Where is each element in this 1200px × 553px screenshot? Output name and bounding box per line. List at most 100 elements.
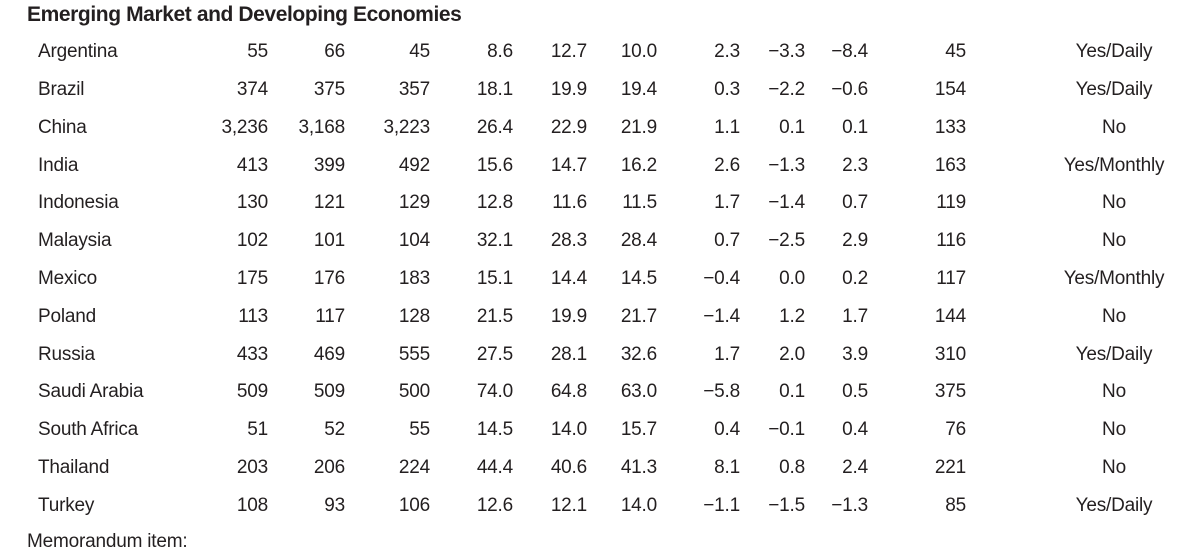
- value-cell: 509: [313, 381, 345, 403]
- value-cell: 0.1: [779, 116, 805, 138]
- value-cell: 2.3: [714, 41, 740, 63]
- country-cell: Argentina: [38, 41, 118, 63]
- value-cell: 104: [398, 230, 430, 252]
- value-cell: 224: [398, 456, 430, 478]
- value-cell: −0.1: [768, 419, 805, 441]
- country-cell: Poland: [38, 305, 96, 327]
- value-cell: 8.1: [714, 456, 740, 478]
- value-cell: 492: [398, 154, 430, 176]
- table-body: Argentina 55 66 45 8.6 12.7 10.0 2.3 −3.3 −8.4 45 Y…: [0, 33, 1200, 524]
- country-cell: Turkey: [38, 494, 95, 516]
- value-cell: 0.8: [779, 456, 805, 478]
- value-cell: 175: [236, 267, 268, 289]
- value-cell: 55: [409, 419, 430, 441]
- value-cell: 221: [934, 456, 966, 478]
- value-cell: 2.4: [842, 456, 868, 478]
- value-cell: 1.7: [714, 343, 740, 365]
- country-cell: Indonesia: [38, 192, 119, 214]
- value-cell: 183: [398, 267, 430, 289]
- value-cell: 32.1: [476, 230, 513, 252]
- table-row: Turkey 108 93 106 12.6 12.1 14.0 −1.1 −1.5 −1.3 85…: [0, 486, 1200, 524]
- table-row: Poland 113 117 128 21.5 19.9 21.7 −1.4 1.2 1.7 144…: [0, 297, 1200, 335]
- value-cell: −8.4: [831, 41, 868, 63]
- value-cell: 15.6: [476, 154, 513, 176]
- country-cell: Saudi Arabia: [38, 381, 144, 403]
- table-row: Russia 433 469 555 27.5 28.1 32.6 1.7 2.0 3.9 310 Y…: [0, 335, 1200, 373]
- section-title: Emerging Market and Developing Economies: [27, 3, 462, 26]
- value-cell: 2.6: [714, 154, 740, 176]
- value-cell: 0.2: [842, 267, 868, 289]
- value-cell: 144: [934, 305, 966, 327]
- value-cell: 14.0: [550, 419, 587, 441]
- country-cell: South Africa: [38, 419, 139, 441]
- value-cell: 19.4: [620, 79, 657, 101]
- value-cell: 41.3: [620, 456, 657, 478]
- table-row: Malaysia 102 101 104 32.1 28.3 28.4 0.7 −2.5 2.9 1…: [0, 222, 1200, 260]
- value-cell: 500: [398, 381, 430, 403]
- policy-cell: No: [1102, 116, 1126, 138]
- policy-cell: No: [1102, 305, 1126, 327]
- value-cell: −2.2: [768, 79, 805, 101]
- value-cell: 51: [247, 419, 268, 441]
- value-cell: −5.8: [703, 381, 740, 403]
- table-row: India 413 399 492 15.6 14.7 16.2 2.6 −1.3 2.3 163 Y…: [0, 146, 1200, 184]
- value-cell: 21.5: [476, 305, 513, 327]
- value-cell: 399: [313, 154, 345, 176]
- value-cell: 0.3: [714, 79, 740, 101]
- value-cell: 45: [945, 41, 966, 63]
- value-cell: 3.9: [842, 343, 868, 365]
- value-cell: 26.4: [476, 116, 513, 138]
- value-cell: 116: [936, 230, 966, 252]
- value-cell: 509: [236, 381, 268, 403]
- value-cell: 3,223: [383, 116, 430, 138]
- value-cell: 12.6: [476, 494, 513, 516]
- value-cell: 117: [315, 305, 345, 327]
- value-cell: 1.1: [714, 116, 740, 138]
- country-cell: Brazil: [38, 79, 85, 101]
- value-cell: 130: [236, 192, 268, 214]
- value-cell: 21.9: [620, 116, 657, 138]
- value-cell: 1.7: [842, 305, 868, 327]
- policy-cell: No: [1102, 419, 1126, 441]
- value-cell: −1.3: [831, 494, 868, 516]
- value-cell: 0.1: [779, 381, 805, 403]
- value-cell: 11.5: [622, 192, 657, 214]
- value-cell: 555: [398, 343, 430, 365]
- country-cell: Mexico: [38, 267, 97, 289]
- value-cell: 85: [945, 494, 966, 516]
- value-cell: −2.5: [768, 230, 805, 252]
- value-cell: 28.3: [550, 230, 587, 252]
- value-cell: 121: [313, 192, 345, 214]
- value-cell: −0.6: [831, 79, 868, 101]
- value-cell: 11.6: [552, 192, 587, 214]
- value-cell: 0.4: [842, 419, 868, 441]
- country-cell: Russia: [38, 343, 95, 365]
- value-cell: 176: [313, 267, 345, 289]
- value-cell: 15.7: [620, 419, 657, 441]
- value-cell: 27.5: [476, 343, 513, 365]
- value-cell: 52: [324, 419, 345, 441]
- value-cell: 14.5: [620, 267, 657, 289]
- value-cell: 119: [936, 192, 966, 214]
- table-row: Argentina 55 66 45 8.6 12.7 10.0 2.3 −3.3 −8.4 45 Y…: [0, 33, 1200, 71]
- value-cell: 64.8: [550, 381, 587, 403]
- value-cell: −1.4: [703, 305, 740, 327]
- value-cell: 413: [236, 154, 268, 176]
- policy-cell: Yes/Monthly: [1063, 267, 1165, 289]
- country-cell: India: [38, 154, 79, 176]
- table-row: Indonesia 130 121 129 12.8 11.6 11.5 1.7 −1.4 0.7…: [0, 184, 1200, 222]
- value-cell: 357: [398, 79, 430, 101]
- value-cell: 32.6: [620, 343, 657, 365]
- value-cell: 14.7: [550, 154, 587, 176]
- value-cell: 108: [236, 494, 268, 516]
- value-cell: 106: [398, 494, 430, 516]
- policy-cell: No: [1102, 192, 1126, 214]
- policy-cell: No: [1102, 381, 1126, 403]
- value-cell: 76: [945, 419, 966, 441]
- value-cell: 74.0: [476, 381, 513, 403]
- value-cell: 154: [934, 79, 966, 101]
- value-cell: 19.9: [550, 305, 587, 327]
- value-cell: 375: [934, 381, 966, 403]
- value-cell: 2.9: [842, 230, 868, 252]
- value-cell: 2.0: [779, 343, 805, 365]
